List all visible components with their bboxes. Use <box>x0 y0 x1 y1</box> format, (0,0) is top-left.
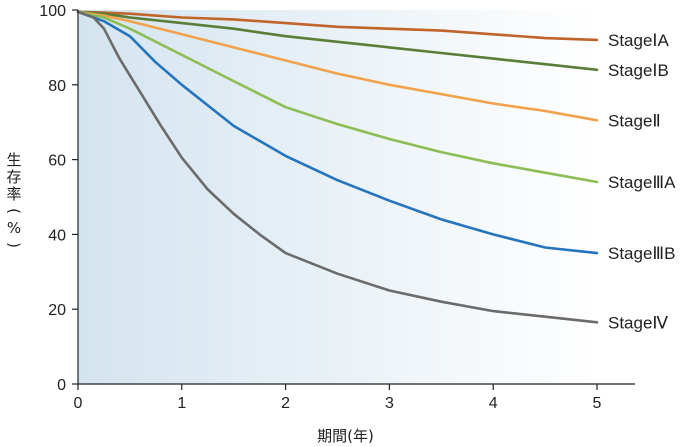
x-tick-label: 1 <box>177 395 186 412</box>
x-axis-ticks: 0 1 2 3 4 5 <box>74 384 602 412</box>
y-tick-label: 40 <box>48 227 66 244</box>
series-label-2: StageⅡ <box>608 111 661 130</box>
y-tick-label: 60 <box>48 153 66 170</box>
plot-background <box>78 10 597 384</box>
y-tick-label: 100 <box>39 3 66 20</box>
series-label-3: StageⅢA <box>608 173 676 192</box>
series-label-1: StageⅠB <box>608 61 669 80</box>
y-axis-title-char: ( <box>5 208 23 214</box>
y-axis-title-char: ) <box>5 242 23 248</box>
y-tick-label: 80 <box>48 78 66 95</box>
series-line-5 <box>76 10 599 324</box>
x-axis-title: 期間(年) <box>317 427 374 445</box>
x-tick-label: 3 <box>385 395 394 412</box>
series-line-3 <box>76 10 599 184</box>
x-tick-label: 2 <box>281 395 290 412</box>
series-label-4: StageⅢB <box>608 244 676 263</box>
series-line-1 <box>76 10 599 72</box>
y-tick-label: 20 <box>48 302 66 319</box>
series-line-2 <box>76 10 599 122</box>
y-tick-label: 0 <box>57 377 66 394</box>
y-axis-title: 生存率 (%) <box>5 151 23 248</box>
series-line-4 <box>76 10 599 255</box>
series-label-0: StageⅠA <box>608 31 669 50</box>
x-tick-label: 4 <box>489 395 498 412</box>
x-tick-label: 0 <box>74 395 83 412</box>
y-axis-title-char: % <box>7 219 21 237</box>
y-axis-title-char: 生 <box>6 151 21 169</box>
series-line-0 <box>76 10 599 42</box>
y-axis-title-char: 存 <box>6 168 21 186</box>
series-label-5: StageⅣ <box>608 313 668 332</box>
series-labels: StageⅠA StageⅠB StageⅡ StageⅢA StageⅢB StageⅣ <box>608 31 676 332</box>
y-axis-title-char: 率 <box>6 185 21 203</box>
series-layer <box>76 10 599 324</box>
y-axis-ticks: 0 20 40 60 80 100 <box>39 3 78 394</box>
x-tick-label: 5 <box>593 395 602 412</box>
